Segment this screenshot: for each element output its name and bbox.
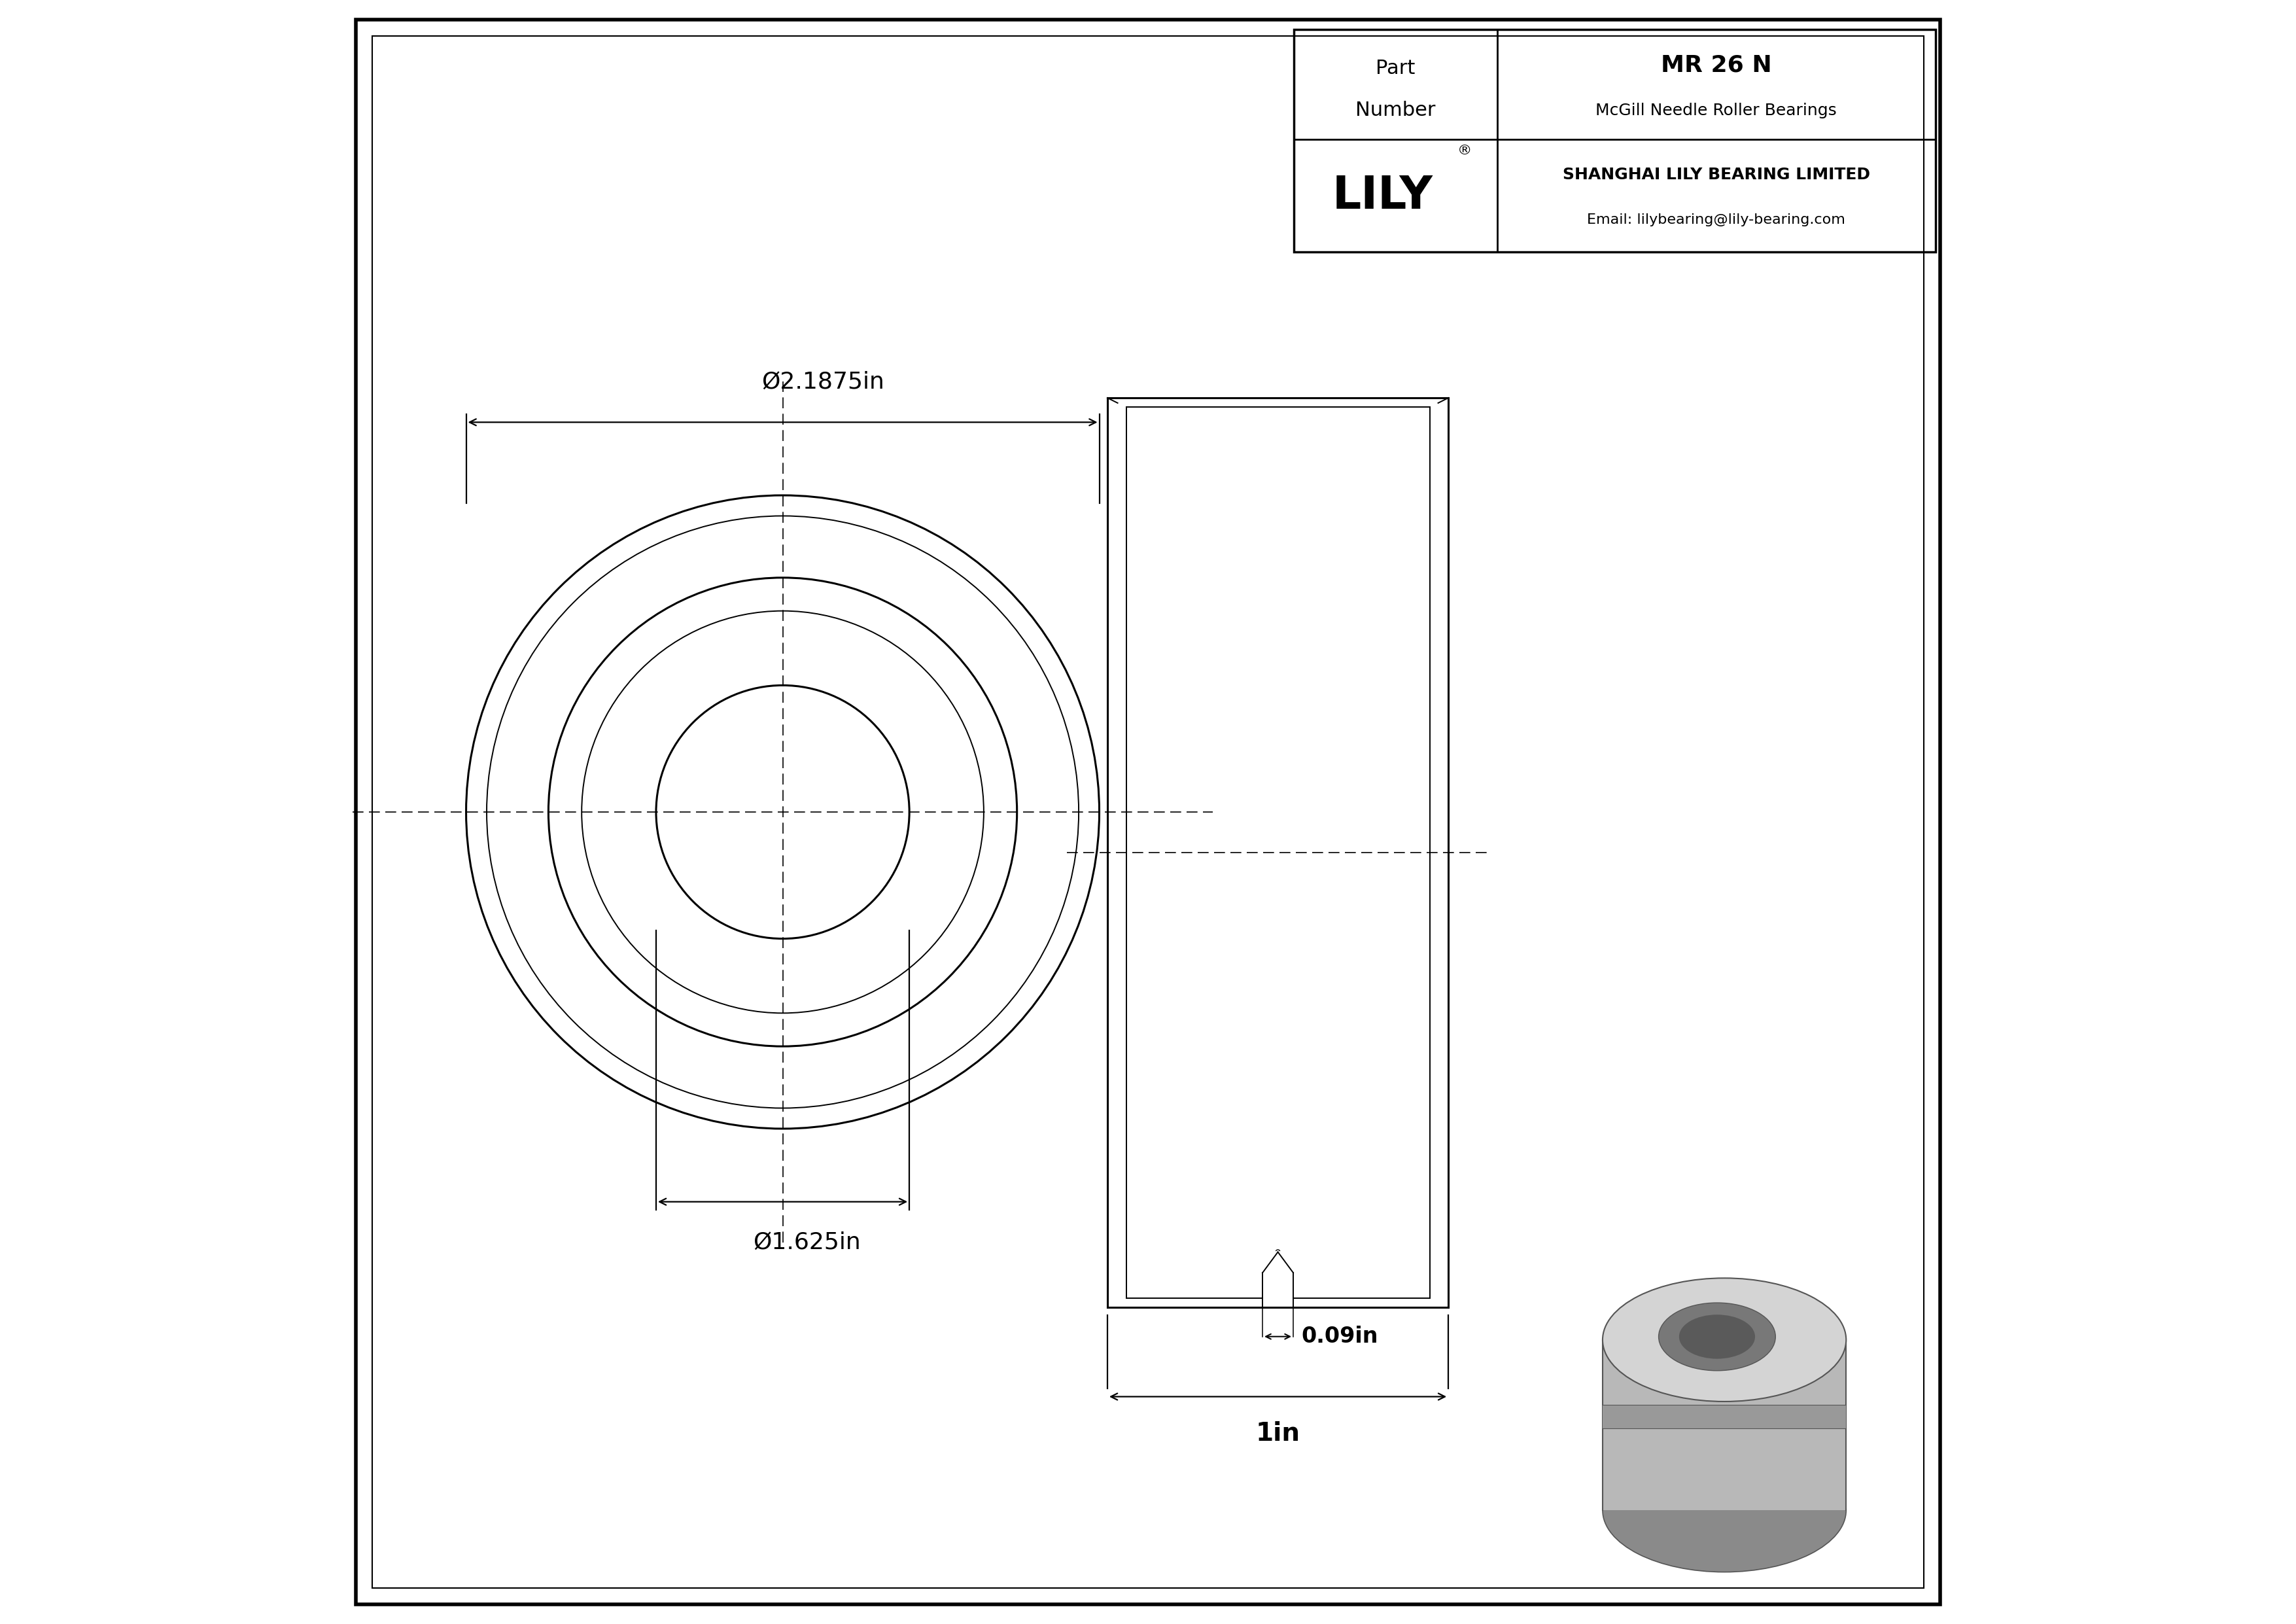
Bar (1295, 29, 1936, 252)
Text: McGill Needle Roller Bearings: McGill Needle Roller Bearings (1596, 102, 1837, 119)
Text: ®: ® (1458, 143, 1472, 158)
Text: 0.09in: 0.09in (1302, 1325, 1378, 1348)
Text: MR 26 N: MR 26 N (1660, 54, 1773, 76)
Text: 1in: 1in (1256, 1421, 1300, 1445)
Text: SHANGHAI LILY BEARING LIMITED: SHANGHAI LILY BEARING LIMITED (1564, 167, 1869, 182)
Ellipse shape (1678, 1315, 1754, 1359)
Text: Ø1.625in: Ø1.625in (753, 1231, 861, 1254)
Text: Email: lilybearing@lily-bearing.com: Email: lilybearing@lily-bearing.com (1587, 213, 1846, 227)
Text: Number: Number (1355, 101, 1435, 120)
Ellipse shape (1603, 1278, 1846, 1402)
Ellipse shape (1658, 1302, 1775, 1371)
Text: Part: Part (1375, 58, 1414, 78)
Polygon shape (1603, 1405, 1846, 1429)
Polygon shape (1603, 1340, 1846, 1510)
Text: Ø2.1875in: Ø2.1875in (762, 370, 884, 393)
Text: LILY: LILY (1332, 174, 1433, 218)
Ellipse shape (1603, 1449, 1846, 1572)
